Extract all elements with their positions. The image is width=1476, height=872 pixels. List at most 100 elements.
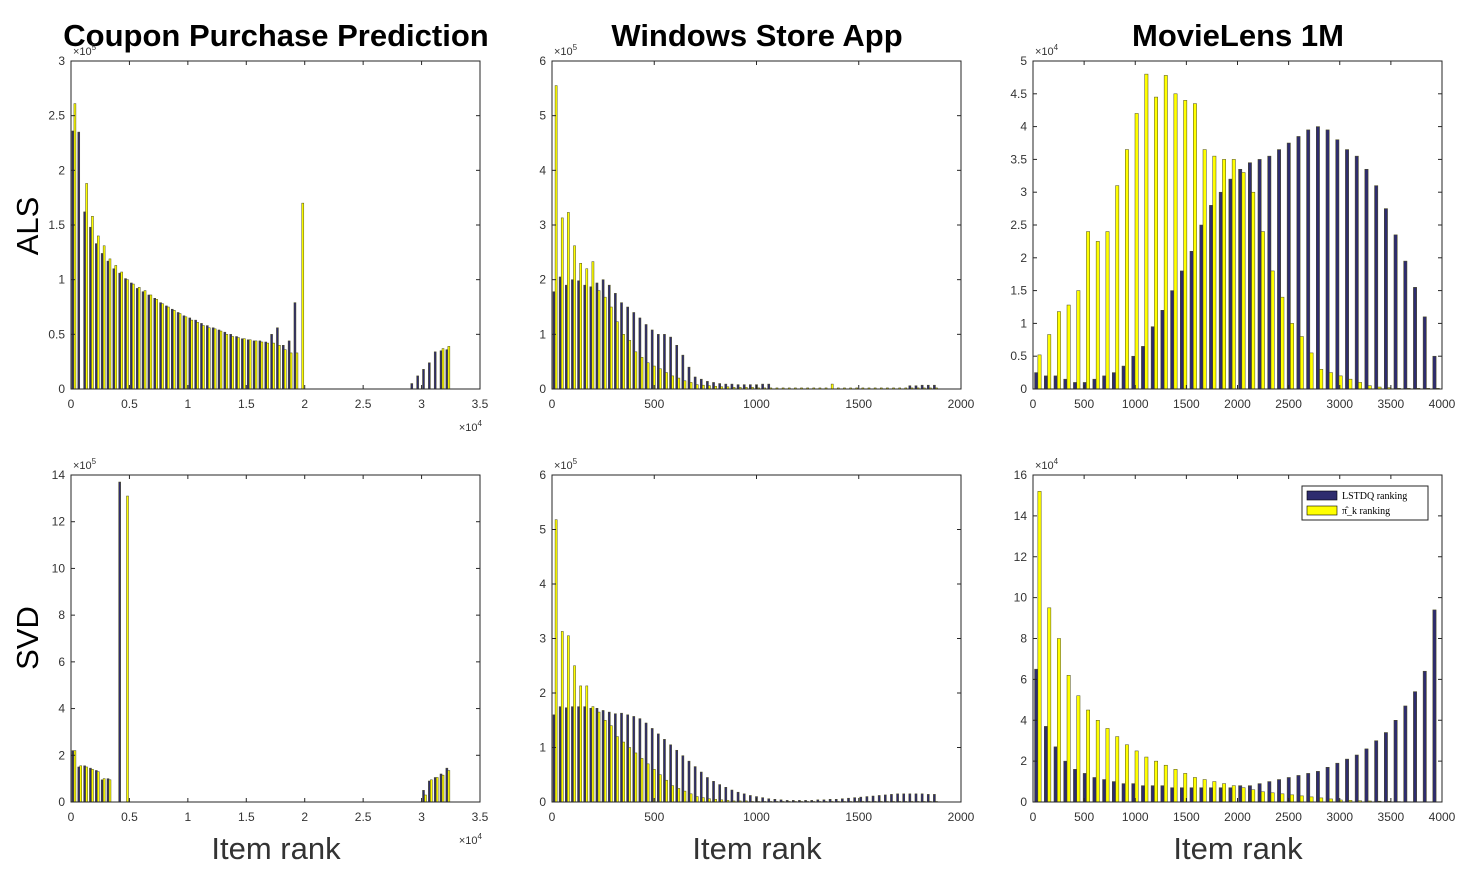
bar-lstdq-4-30 (736, 791, 740, 803)
bar-pihat-5-13 (1163, 764, 1168, 803)
bar-lstdq-4-52 (871, 795, 875, 803)
bar-pihat-0-3 (91, 216, 94, 390)
x-tick-label-0-6: 3 (418, 397, 425, 411)
bar-pihat-0-63 (441, 348, 445, 390)
bar-lstdq-4-27 (718, 784, 721, 803)
bar-pihat-4-8 (603, 720, 607, 803)
bar-pihat-2-33 (1358, 382, 1362, 390)
bar-lstdq-2-9 (1121, 365, 1126, 390)
bar-lstdq-2-7 (1102, 375, 1107, 390)
bar-lstdq-5-39 (1413, 691, 1417, 803)
bar-lstdq-2-22 (1248, 162, 1252, 390)
row-label-als: ALS (10, 197, 45, 256)
bar-pihat-4-18 (665, 779, 668, 803)
bar-lstdq-1-22 (687, 366, 691, 390)
bar-lstdq-4-32 (749, 795, 752, 803)
y-tick-label-4-3: 3 (539, 632, 546, 646)
x-tick-label-2-4: 2000 (1224, 397, 1251, 411)
bar-lstdq-5-7 (1102, 779, 1107, 803)
bar-lstdq-2-20 (1228, 178, 1233, 390)
bar-pihat-1-12 (628, 340, 632, 390)
x-tick-label-4-4: 2000 (948, 810, 975, 824)
bar-lstdq-0-7 (112, 268, 116, 390)
bar-pihat-5-11 (1144, 756, 1149, 803)
bar-pihat-0-27 (231, 336, 234, 390)
bar-lstdq-3-8 (118, 481, 121, 803)
x-multiplier-0: ×104 (459, 419, 483, 434)
bar-lstdq-2-4 (1073, 382, 1077, 390)
x-tick-label-0-0: 0 (68, 397, 75, 411)
panel-als-coupon: 0 0.5 1 1.5 2 2.5 3 3.5 0 0.5 1 1.5 2 2.5 3 ×105 ×104 (48, 43, 488, 434)
bar-lstdq-4-18 (663, 739, 666, 803)
bar-lstdq-0-63 (439, 350, 443, 390)
x-tick-label-0-4: 2 (301, 397, 308, 411)
bar-lstdq-0-34 (270, 334, 273, 390)
bar-pihat-0-11 (137, 287, 141, 390)
bar-lstdq-0-12 (141, 291, 145, 390)
bar-lstdq-0-5 (100, 253, 104, 390)
bar-pihat-0-19 (184, 316, 188, 390)
bar-pihat-5-2 (1057, 638, 1061, 803)
bar-pihat-1-1 (560, 217, 564, 390)
panel-als-movielens: 0 500 1000 1500 2000 2500 3000 3500 4000 0 0.5 1 1.5… (1010, 43, 1455, 411)
bar-lstdq-1-9 (607, 284, 611, 390)
bar-pihat-1-19 (671, 375, 674, 390)
bar-pihat-0-22 (202, 325, 205, 390)
bar-lstdq-5-25 (1277, 779, 1281, 803)
bar-lstdq-5-23 (1257, 783, 1262, 803)
bar-lstdq-5-6 (1092, 777, 1097, 803)
legend-label-lstdq: LSTDQ ranking (1342, 491, 1407, 502)
y-tick-label-1-5: 5 (539, 109, 546, 123)
bar-lstdq-2-32 (1345, 149, 1349, 390)
column-title-windows: Windows Store App (611, 18, 902, 53)
bar-pihat-5-26 (1290, 794, 1294, 803)
bar-pihat-5-7 (1105, 728, 1110, 803)
bar-pihat-0-17 (173, 310, 176, 390)
x-tick-label-2-2: 1000 (1122, 397, 1149, 411)
bar-pihat-0-36 (284, 349, 287, 390)
bar-lstdq-5-4 (1073, 769, 1077, 803)
bar-lstdq-1-6 (589, 286, 593, 390)
bar-lstdq-1-32 (749, 384, 752, 390)
bar-lstdq-0-24 (211, 327, 215, 390)
y-tick-label-2-4: 2 (1020, 251, 1027, 265)
bar-pihat-5-15 (1183, 773, 1188, 803)
x-multiplier-3: ×104 (459, 832, 483, 847)
bar-pihat-2-6 (1095, 241, 1100, 390)
legend-label-pihat: π̂_k ranking (1342, 506, 1390, 517)
y-tick-label-3-5: 10 (52, 561, 66, 575)
y-tick-label-5-0: 0 (1020, 795, 1027, 809)
bar-lstdq-5-3 (1063, 760, 1068, 803)
bar-lstdq-2-13 (1160, 310, 1165, 390)
bar-pihat-4-3 (573, 665, 576, 803)
bar-pihat-2-4 (1076, 290, 1081, 390)
x-tick-label-0-1: 0.5 (121, 397, 138, 411)
bar-lstdq-4-61 (926, 794, 930, 803)
y-tick-label-0-6: 3 (58, 54, 65, 68)
bar-lstdq-4-60 (920, 793, 924, 803)
bar-lstdq-0-31 (252, 340, 256, 390)
bar-pihat-2-32 (1348, 378, 1353, 390)
bar-pihat-2-2 (1057, 311, 1061, 390)
bar-pihat-1-14 (640, 357, 644, 390)
bar-lstdq-4-2 (565, 707, 568, 803)
bar-pihat-3-61 (430, 779, 433, 803)
x-tick-label-5-1: 500 (1074, 810, 1094, 824)
bar-lstdq-5-34 (1364, 748, 1369, 803)
y-tick-label-0-5: 2.5 (48, 109, 65, 123)
bar-lstdq-1-26 (712, 382, 715, 390)
bar-pihat-3-62 (435, 777, 439, 803)
x-axis-label-movielens: Item rank (1173, 831, 1303, 866)
y-tick-label-1-3: 3 (539, 218, 546, 232)
x-tick-label-5-0: 0 (1030, 810, 1037, 824)
bar-lstdq-4-13 (632, 716, 636, 803)
x-tick-label-0-5: 2.5 (355, 397, 372, 411)
bar-lstdq-1-11 (620, 302, 623, 390)
bar-pihat-0-18 (178, 313, 182, 390)
bar-lstdq-2-38 (1403, 260, 1408, 390)
bar-lstdq-1-19 (669, 336, 672, 390)
bar-pihat-0-8 (120, 271, 123, 390)
bar-lstdq-0-22 (200, 323, 203, 390)
y-tick-label-4-1: 1 (539, 741, 546, 755)
